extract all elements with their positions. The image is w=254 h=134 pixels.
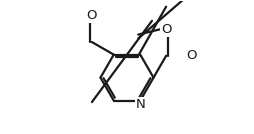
Text: O: O	[187, 49, 197, 62]
Text: N: N	[136, 98, 146, 111]
Text: O: O	[161, 23, 171, 36]
Text: O: O	[87, 9, 97, 22]
